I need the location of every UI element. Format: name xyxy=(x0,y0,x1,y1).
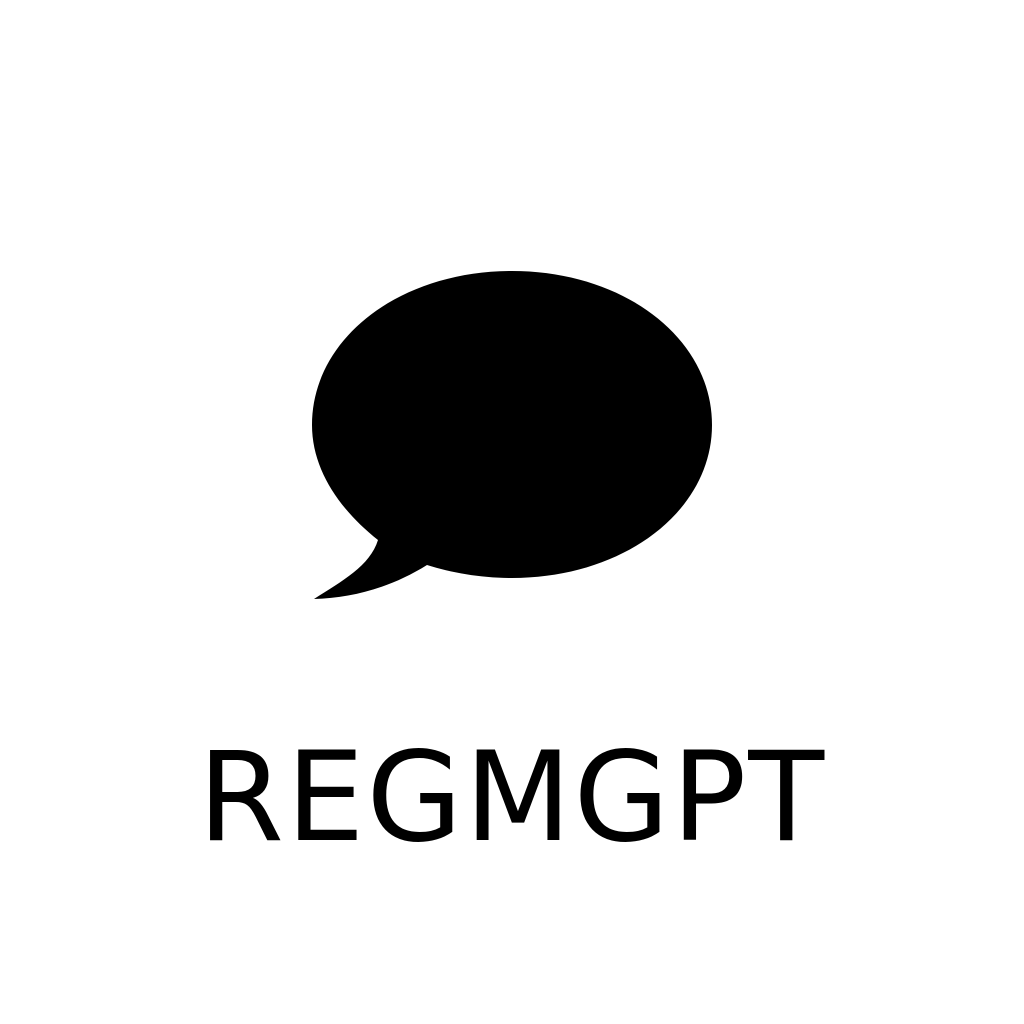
speech-bubble-icon xyxy=(300,262,724,612)
brand-wordmark: REGMGPT xyxy=(0,718,1024,878)
